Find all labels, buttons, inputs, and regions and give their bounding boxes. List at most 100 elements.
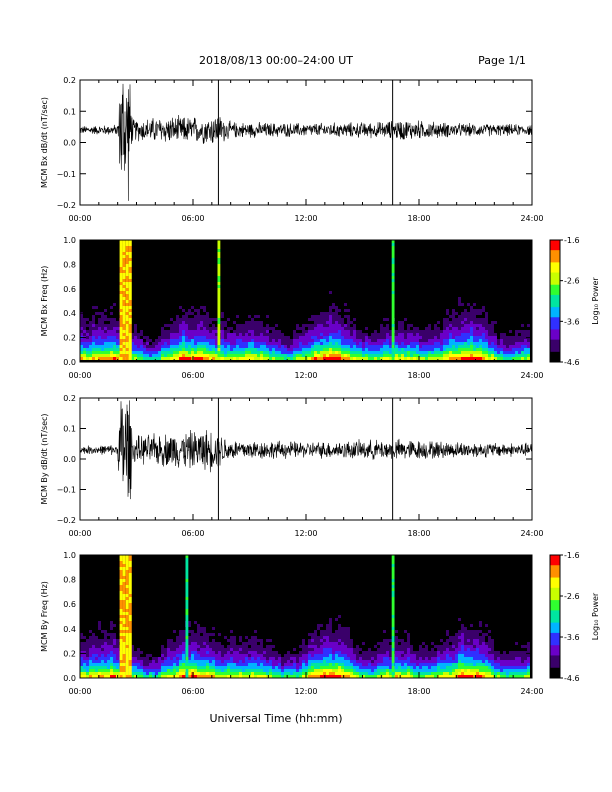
spectrogram-cell (404, 651, 407, 654)
spectrogram-band-cell (128, 321, 132, 324)
spectrogram-band-cell (125, 309, 129, 312)
spectrogram-cell (419, 345, 422, 348)
spectrogram-band-cell (122, 651, 126, 654)
spectrogram-cell (422, 642, 425, 645)
colorbar-segment (550, 671, 560, 675)
spectrogram-cell (206, 342, 209, 345)
spectrogram-cell (314, 354, 317, 357)
spectrogram-band-cell (119, 279, 123, 282)
spectrogram-cell (185, 333, 188, 336)
spectrogram-cell (509, 669, 512, 672)
spectrogram-cell (464, 630, 467, 633)
spectrogram-cell (239, 654, 242, 657)
spectrogram-band-cell (128, 249, 132, 252)
spectrogram-cell (191, 318, 194, 321)
spectrogram-cell (440, 663, 443, 666)
spectrogram-cell (485, 642, 488, 645)
spectrogram-band-cell (185, 603, 189, 606)
spectrogram-cell (455, 663, 458, 666)
spectrogram-cell (479, 663, 482, 666)
spectrogram-cell (479, 648, 482, 651)
spectrogram-cell (188, 324, 191, 327)
spectrogram-band-cell (119, 267, 123, 270)
spectrogram-cell (197, 339, 200, 342)
spectrogram-cell (179, 327, 182, 330)
spectrogram-cell (332, 639, 335, 642)
spectrogram-cell (161, 672, 164, 675)
spectrogram-cell (227, 354, 230, 357)
spectrogram-cell (101, 660, 104, 663)
spectrogram-cell (203, 654, 206, 657)
spectrogram-band-cell (122, 597, 126, 600)
spectrogram-cell (194, 669, 197, 672)
spectrogram-band-cell (185, 582, 189, 585)
spectrogram-cell (329, 336, 332, 339)
spectrogram-cell (458, 642, 461, 645)
spectrogram-cell (227, 318, 230, 321)
spectrogram-cell (428, 324, 431, 327)
spectrogram-cell (260, 675, 263, 678)
spectrogram-cell (428, 660, 431, 663)
spectrogram-cell (197, 357, 200, 360)
spectrogram-cell (488, 336, 491, 339)
spectrogram-cell (347, 351, 350, 354)
spectrogram-cell (353, 666, 356, 669)
spectrogram-cell (302, 666, 305, 669)
spectrogram-cell (407, 633, 410, 636)
spectrogram-band-cell (391, 603, 395, 606)
spectrogram-cell (323, 651, 326, 654)
spectrogram-cell (230, 348, 233, 351)
spectrogram-cell (302, 651, 305, 654)
spectrogram-cell (443, 645, 446, 648)
spectrogram-cell (245, 666, 248, 669)
spectrogram-band-cell (125, 339, 129, 342)
spectrogram-cell (464, 645, 467, 648)
spectrogram-cell (314, 669, 317, 672)
spectrogram-cell (341, 339, 344, 342)
spectrogram-cell (233, 648, 236, 651)
spectrogram-band-cell (119, 330, 123, 333)
spectrogram-cell (95, 666, 98, 669)
spectrogram-cell (377, 342, 380, 345)
spectrogram-cell (233, 660, 236, 663)
spectrogram-cell (470, 645, 473, 648)
spectrogram-cell (443, 663, 446, 666)
spectrogram-cell (461, 330, 464, 333)
spectrogram-cell (473, 333, 476, 336)
spectrogram-cell (482, 639, 485, 642)
spectrogram-cell (173, 648, 176, 651)
spectrogram-cell (113, 633, 116, 636)
spectrogram-cell (404, 336, 407, 339)
spectrogram-cell (107, 327, 110, 330)
spectrogram-cell (113, 624, 116, 627)
spectrogram-cell (83, 669, 86, 672)
spectrogram-cell (260, 321, 263, 324)
spectrogram-cell (419, 351, 422, 354)
spectrogram-cell (239, 636, 242, 639)
spectrogram-cell (407, 330, 410, 333)
spectrogram-cell (314, 666, 317, 669)
spectrogram-cell (284, 342, 287, 345)
spectrogram-cell (401, 654, 404, 657)
spectrogram-cell (482, 342, 485, 345)
spectrogram-cell (233, 330, 236, 333)
spectrogram-band-cell (217, 327, 221, 330)
spectrogram-cell (281, 345, 284, 348)
spectrogram-band-cell (128, 594, 132, 597)
spectrogram-cell (305, 669, 308, 672)
spectrogram-cell (275, 675, 278, 678)
spectrogram-cell (284, 657, 287, 660)
spectrogram-cell (176, 639, 179, 642)
spectrogram-cell (203, 339, 206, 342)
spectrogram-cell (344, 324, 347, 327)
spectrogram-cell (401, 642, 404, 645)
spectrogram-cell (452, 345, 455, 348)
spectrogram-cell (443, 318, 446, 321)
spectrogram-cell (404, 663, 407, 666)
spectrogram-cell (230, 660, 233, 663)
spectrogram-cell (254, 639, 257, 642)
spectrogram-cell (482, 354, 485, 357)
spectrogram-cell (107, 675, 110, 678)
spectrogram-cell (272, 672, 275, 675)
spectrogram-cell (452, 318, 455, 321)
